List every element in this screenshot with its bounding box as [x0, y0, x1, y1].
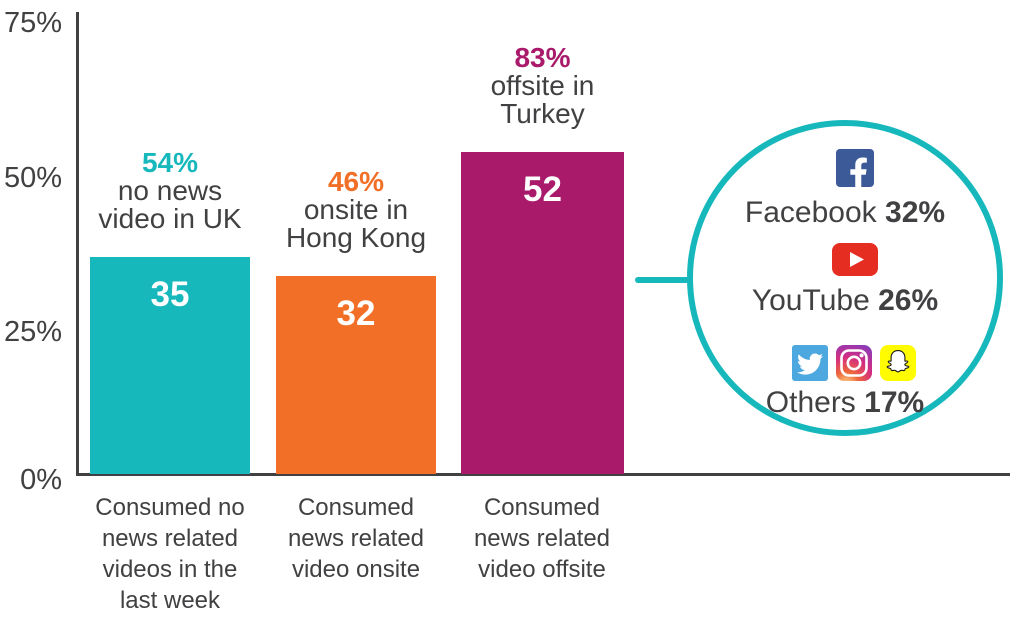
platform-value: 17%: [864, 386, 925, 419]
facebook-icon: [836, 149, 874, 187]
platform-value: 26%: [878, 284, 939, 317]
bar-value-label: 35: [150, 275, 190, 314]
snapchat-ghost-glyph: [886, 350, 910, 373]
snapchat-icon: [880, 345, 916, 381]
x-tick-line: Consumed: [483, 494, 601, 521]
instagram-camera-glyph: [840, 349, 868, 377]
annotation-pct: 54%: [141, 147, 199, 178]
annotation-pct: 46%: [327, 166, 385, 197]
bar-video-onsite: 32: [276, 275, 436, 474]
others-stat: Others 17%: [693, 386, 997, 420]
annotation-turkey: 83% offsite in Turkey: [450, 44, 635, 128]
social-callout-circle: Facebook 32% YouTube 26%: [687, 120, 1003, 436]
x-tick-line: Consumed no: [95, 494, 245, 521]
annotation-hong-kong: 46% onsite in Hong Kong: [266, 168, 446, 252]
platform-name: Facebook: [744, 196, 877, 229]
annotation-pct: 83%: [514, 42, 571, 73]
youtube-icon: [832, 243, 878, 276]
x-tick-line: video offsite: [478, 556, 606, 583]
platform-name: YouTube: [751, 284, 870, 317]
platform-value: 32%: [885, 196, 946, 229]
x-tick-line: videos in the: [102, 556, 238, 583]
x-tick-label-2: Consumed news related video onsite: [266, 492, 446, 585]
annotation-line: offsite in: [490, 70, 595, 101]
x-tick-label-3: Consumed news related video offsite: [452, 492, 632, 585]
platform-name: Others: [765, 386, 856, 419]
x-axis-line: [76, 473, 1010, 476]
x-tick-line: last week: [119, 587, 221, 614]
y-tick-50: 50%: [3, 162, 62, 194]
y-tick-75: 75%: [3, 7, 62, 39]
x-tick-line: Consumed: [297, 494, 415, 521]
x-tick-line: video onsite: [291, 556, 421, 583]
annotation-line: video in UK: [98, 203, 242, 234]
youtube-stat: YouTube 26%: [693, 284, 997, 318]
x-tick-line: news related: [101, 525, 239, 552]
annotation-line: onsite in: [303, 194, 409, 225]
bar-value-label: 32: [336, 293, 376, 333]
y-tick-0: 0%: [20, 464, 62, 496]
annotation-line: no news: [117, 175, 223, 206]
bar-no-news-video: 35: [90, 257, 250, 474]
annotation-line: Hong Kong: [285, 222, 427, 253]
bar-video-offsite: 52: [461, 151, 624, 474]
facebook-stat: Facebook 32%: [693, 196, 997, 230]
annotation-uk: 54% no news video in UK: [75, 149, 265, 233]
y-axis-line: [76, 12, 79, 475]
twitter-icon: [792, 345, 828, 381]
instagram-icon: [836, 345, 872, 381]
x-tick-label-1: Consumed no news related videos in the l…: [75, 492, 265, 616]
x-tick-line: news related: [287, 525, 425, 552]
x-tick-line: news related: [473, 525, 611, 552]
bar-value-label: 52: [523, 169, 562, 209]
annotation-line: Turkey: [500, 98, 585, 129]
y-tick-25: 25%: [3, 316, 62, 348]
